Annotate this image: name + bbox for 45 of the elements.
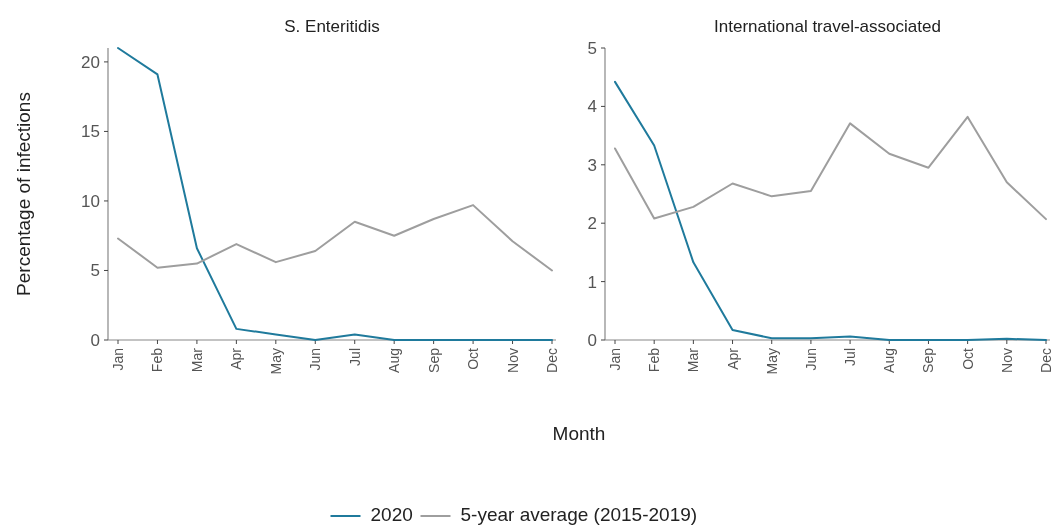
x-tick-label: Apr xyxy=(724,347,741,370)
y-tick-label: 15 xyxy=(81,122,100,142)
x-tick-label: Jun xyxy=(307,348,324,371)
y-tick-label: 0 xyxy=(587,330,597,350)
x-tick-label: Dec xyxy=(1038,348,1054,373)
x-tick-label: Nov xyxy=(998,348,1015,373)
x-tick-label: Jan xyxy=(110,348,126,371)
x-tick-label: Jul xyxy=(346,348,363,366)
x-tick-label: Jul xyxy=(842,348,859,366)
x-tick-label: Aug xyxy=(881,348,898,373)
line-series xyxy=(117,47,553,341)
legend-label: 2020 xyxy=(370,503,413,525)
y-tick-label: 3 xyxy=(587,155,597,175)
x-tick-label: Jun xyxy=(802,348,819,371)
x-axis-title: Month xyxy=(552,423,606,444)
y-tick-label: 4 xyxy=(587,97,597,117)
x-tick-label: Feb xyxy=(149,347,166,373)
line-series xyxy=(614,115,1047,221)
y-tick-label: 5 xyxy=(90,261,100,281)
x-tick-label: Mar xyxy=(188,347,205,373)
y-tick-label: 5 xyxy=(587,38,597,58)
x-tick-label: Jan xyxy=(607,348,623,371)
y-tick-label: 20 xyxy=(81,52,100,72)
x-tick-label: Sep xyxy=(920,347,937,373)
chart-title: S. Enteritidis xyxy=(284,17,380,36)
line-series xyxy=(614,80,1047,341)
y-tick-label: 2 xyxy=(587,214,597,234)
legend-label: 5-year average (2015-2019) xyxy=(460,503,698,525)
y-tick-label: 0 xyxy=(90,330,100,350)
x-tick-label: Oct xyxy=(465,347,482,370)
x-tick-label: Feb xyxy=(646,347,663,373)
x-tick-label: Apr xyxy=(228,347,245,370)
x-tick-label: Mar xyxy=(685,347,702,373)
x-tick-label: Nov xyxy=(504,348,521,373)
line-series xyxy=(117,204,553,272)
x-tick-label: May xyxy=(763,348,780,375)
x-tick-label: Aug xyxy=(386,348,403,373)
chart-title: International travel-associated xyxy=(714,17,941,36)
y-tick-label: 1 xyxy=(587,272,597,292)
x-tick-label: Oct xyxy=(959,347,976,370)
y-axis-title: Percentage of infections xyxy=(13,92,34,296)
y-tick-label: 10 xyxy=(81,191,100,211)
x-tick-label: May xyxy=(267,348,284,375)
x-tick-label: Sep xyxy=(425,347,442,373)
x-tick-label: Dec xyxy=(544,348,560,373)
